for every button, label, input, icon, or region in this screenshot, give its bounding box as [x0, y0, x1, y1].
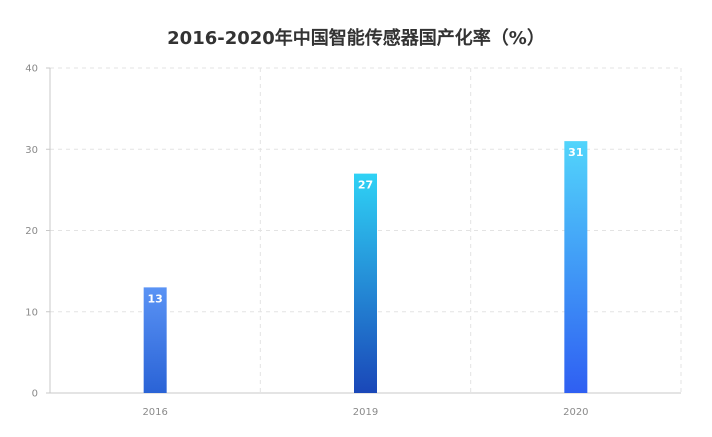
data-label-2016: 13 — [148, 292, 163, 305]
bar-2019 — [354, 173, 377, 393]
y-tick-label: 40 — [25, 64, 38, 75]
x-tick-label-2016: 2016 — [142, 407, 167, 418]
bars — [143, 141, 588, 393]
y-tick-label: 30 — [25, 145, 38, 156]
data-label-2019: 27 — [358, 179, 373, 192]
chart-title: 2016-2020年中国智能传感器国产化率（%） — [167, 28, 545, 49]
y-tick-label: 0 — [32, 389, 38, 400]
labels: 0 10 20 30 40 13 2016 27 2019 31 2020 — [25, 64, 588, 419]
data-label-2020: 31 — [568, 146, 583, 159]
y-tick-label: 20 — [25, 226, 38, 237]
x-tick-label-2019: 2019 — [353, 407, 378, 418]
bar-2020 — [564, 141, 588, 393]
y-tick-label: 10 — [25, 307, 38, 318]
bar-2016 — [143, 287, 167, 393]
x-tick-label-2020: 2020 — [563, 407, 588, 418]
